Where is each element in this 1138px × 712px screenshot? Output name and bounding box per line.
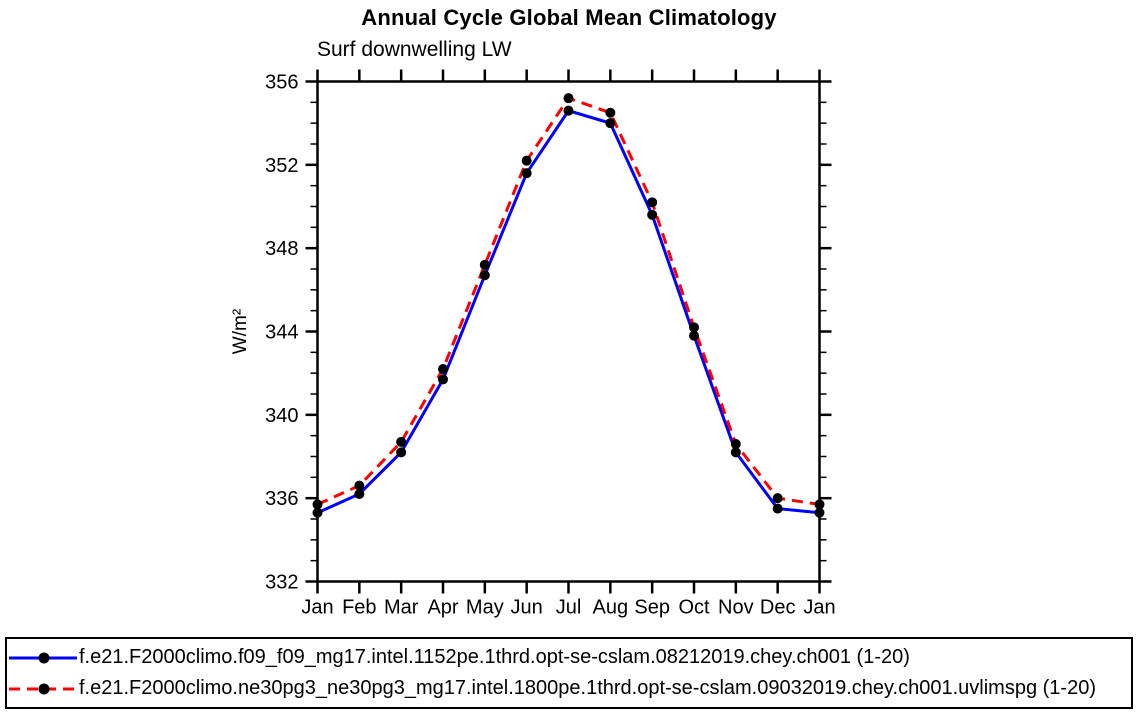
x-tick-label: Jan (803, 597, 835, 619)
y-axis-title: W/m² (230, 309, 251, 354)
data-point-f09 (772, 503, 783, 514)
data-point-ne30pg3 (354, 480, 365, 491)
legend-label-ne30pg3: f.e21.F2000climo.ne30pg3_ne30pg3_mg17.in… (79, 677, 1096, 699)
data-point-f09 (438, 374, 448, 385)
data-point-f09 (479, 270, 490, 281)
data-point-f09 (605, 118, 616, 129)
x-tick-label: Jan (301, 597, 333, 619)
x-tick-label: Apr (427, 597, 458, 619)
data-point-ne30pg3 (563, 93, 574, 104)
y-tick-label: 332 (265, 572, 298, 594)
x-tick-label: Aug (593, 597, 629, 619)
data-point-f09 (730, 447, 741, 458)
x-tick-label: Mar (384, 597, 419, 619)
data-point-ne30pg3 (521, 155, 532, 166)
x-tick-label: Jul (556, 597, 582, 619)
y-tick-label: 352 (265, 155, 298, 177)
data-point-ne30pg3 (312, 499, 323, 510)
data-point-f09 (396, 447, 407, 458)
axes (305, 69, 832, 594)
data-point-f09 (647, 209, 658, 220)
x-tick-label: Dec (760, 597, 796, 619)
data-point-ne30pg3 (396, 436, 407, 447)
legend-item-ne30pg3: f.e21.F2000climo.ne30pg3_ne30pg3_mg17.in… (7, 673, 1131, 704)
data-point-f09 (521, 168, 532, 179)
data-point-f09 (563, 105, 574, 116)
y-tick-label: 348 (265, 238, 298, 260)
data-point-ne30pg3 (605, 107, 616, 118)
chart-subtitle: Surf downwelling LW (317, 38, 512, 61)
data-point-ne30pg3 (438, 364, 448, 374)
axis-labels: 332 336 340 344 348 352 356 Jan Feb Mar Apr May Jun J… (230, 72, 836, 619)
legend-line-solid-dot-icon (9, 652, 77, 663)
legend-item-f09: f.e21.F2000climo.f09_f09_mg17.intel.1152… (7, 642, 1131, 673)
x-tick-label: May (466, 597, 504, 619)
data-point-f09 (814, 507, 825, 518)
data-point-f09 (689, 330, 699, 341)
x-tick-label: Feb (342, 597, 376, 619)
data-point-ne30pg3 (689, 322, 699, 333)
legend: f.e21.F2000climo.f09_f09_mg17.intel.1152… (5, 637, 1133, 709)
data-point-ne30pg3 (479, 259, 490, 270)
chart-svg: 332 336 340 344 348 352 356 Jan Feb Mar Apr May Jun J… (230, 69, 836, 619)
plot-border (316, 80, 821, 583)
data-point-ne30pg3 (647, 197, 658, 208)
y-tick-label: 356 (265, 72, 298, 94)
x-tick-label: Jun (511, 597, 543, 619)
x-tick-label: Oct (678, 597, 710, 619)
series-line-ne30pg3 (316, 96, 820, 506)
x-tick-label: Nov (718, 597, 754, 619)
legend-label-f09: f.e21.F2000climo.f09_f09_mg17.intel.1152… (79, 646, 910, 668)
data-point-ne30pg3 (772, 493, 783, 504)
data-point-f09 (354, 489, 365, 499)
data-point-f09 (312, 507, 323, 518)
x-tick-label: Sep (634, 597, 670, 619)
data-point-ne30pg3 (730, 439, 741, 449)
y-tick-label: 336 (265, 488, 298, 510)
y-tick-label: 344 (265, 322, 298, 344)
chart-title: Annual Cycle Global Mean Climatology (361, 5, 777, 30)
y-tick-label: 340 (265, 405, 298, 427)
data-point-ne30pg3 (814, 499, 825, 510)
legend-line-dashed-dot-icon (9, 683, 77, 694)
